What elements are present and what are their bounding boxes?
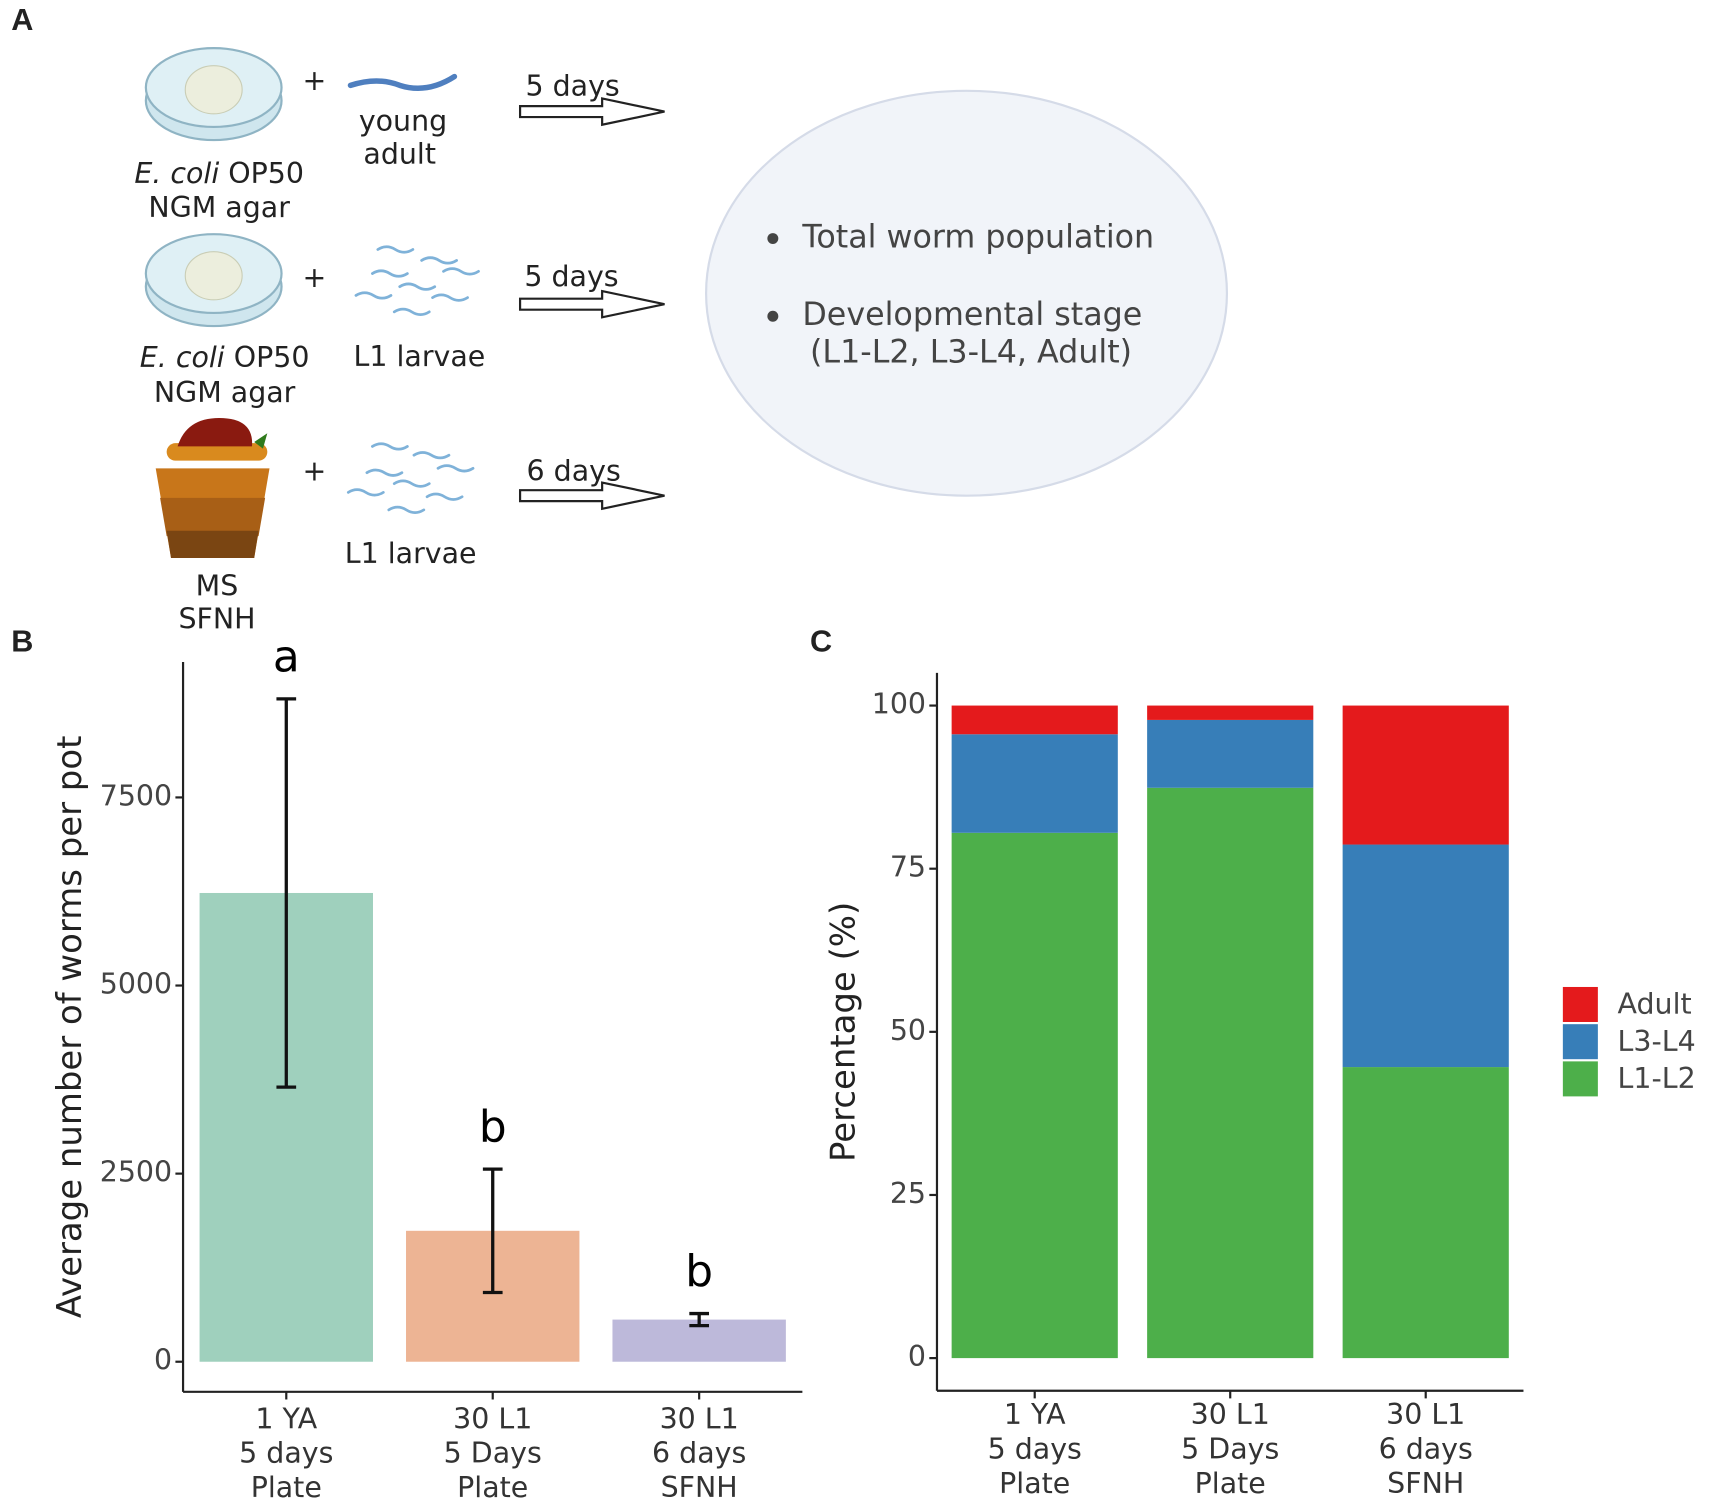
outcome: Developmental stage <box>802 297 1142 333</box>
petri-dish <box>144 47 283 142</box>
outcome-bubble <box>705 89 1229 497</box>
arrow <box>518 97 665 127</box>
organism: adult <box>363 137 436 170</box>
medium-strain: OP50 <box>219 157 304 190</box>
x-tick-label: Plate <box>999 1467 1070 1500</box>
annotation: a <box>273 631 300 682</box>
x-tick-label: 30 L1 <box>453 1402 532 1435</box>
annotation: b <box>685 1246 713 1297</box>
organism: L1 larvae <box>345 537 477 570</box>
x-tick-label: Plate <box>251 1471 322 1504</box>
y-tick-label: 25 <box>890 1177 926 1210</box>
x-tick-label: 5 days <box>239 1437 333 1470</box>
x-tick-label: 1 YA <box>255 1402 317 1435</box>
medium-species: E. coli <box>140 341 225 374</box>
y-tick-label: 7500 <box>100 779 172 812</box>
plus: + <box>302 64 326 97</box>
medium: NGM agar <box>148 191 290 224</box>
medium-strain: OP50 <box>225 341 310 374</box>
x-tick-label: SFNH <box>1387 1467 1464 1500</box>
medium: E. coli OP50 <box>134 157 304 190</box>
bar-segment <box>1147 705 1314 720</box>
duration: 5 days <box>524 260 618 293</box>
y-tick-label: 5000 <box>100 968 172 1001</box>
x-tick-label: 6 days <box>1379 1432 1473 1465</box>
bar-segment <box>951 705 1118 735</box>
y-tick-label: 0 <box>908 1340 926 1373</box>
medium: NGM agar <box>154 376 296 409</box>
bar-segment <box>951 832 1118 1359</box>
petri-dish <box>144 233 283 328</box>
x-tick-label: 30 L1 <box>1386 1398 1465 1431</box>
y-tick-label: 0 <box>154 1344 172 1377</box>
outcome: (L1-L2, L3-L4, Adult) <box>810 334 1132 370</box>
panel-label: C <box>810 624 832 658</box>
y-tick-label: 50 <box>890 1014 926 1047</box>
x-tick-label: 30 L1 <box>660 1402 739 1435</box>
bullet <box>767 310 779 322</box>
y-axis-label: Percentage (%) <box>824 902 863 1162</box>
organism: young <box>359 105 447 138</box>
outcome: Total worm population <box>801 220 1154 256</box>
duration: 5 days <box>525 70 619 103</box>
x-tick-label: 5 days <box>988 1432 1082 1465</box>
larvae <box>346 442 475 514</box>
panel-label: A <box>11 3 33 37</box>
x-tick-label: 5 Days <box>1181 1432 1279 1465</box>
x-tick-label: 5 Days <box>444 1437 542 1470</box>
medium: SFNH <box>178 602 255 635</box>
x-tick-label: SFNH <box>661 1471 738 1504</box>
organism: L1 larvae <box>354 340 486 373</box>
bar-segment <box>951 734 1118 833</box>
y-axis-label: Average number of worms per pot <box>50 736 89 1319</box>
y-tick-label: 100 <box>872 688 926 721</box>
bar-segment <box>1147 787 1314 1359</box>
legend-label: Adult <box>1618 988 1692 1021</box>
bar-segment <box>1342 1067 1509 1359</box>
y-tick-label: 2500 <box>100 1156 172 1189</box>
diagram: + young adult 5 days E. coli OP50 NGM ag… <box>134 47 1229 635</box>
bar-segment <box>1342 844 1509 1068</box>
larvae <box>354 245 480 316</box>
bar-segment <box>1342 705 1509 845</box>
medium-species: E. coli <box>134 157 219 190</box>
legend-label: L1-L2 <box>1618 1062 1696 1095</box>
legend-swatch <box>1562 1024 1598 1060</box>
plus: + <box>302 455 326 488</box>
legend-swatch <box>1562 1061 1598 1097</box>
x-tick-label: Plate <box>457 1471 528 1504</box>
arrow <box>518 289 665 319</box>
annotation: b <box>479 1102 507 1153</box>
x-tick-label: Plate <box>1195 1467 1266 1500</box>
plus: + <box>302 261 326 294</box>
arrow <box>518 481 665 511</box>
panel-label: B <box>11 624 33 658</box>
medium: MS <box>196 570 239 603</box>
soil-cup <box>155 417 270 559</box>
y-tick-label: 75 <box>890 851 926 884</box>
legend-label: L3-L4 <box>1618 1025 1696 1058</box>
bar-segment <box>1147 719 1314 788</box>
bullet <box>767 233 779 245</box>
duration: 6 days <box>527 455 621 488</box>
x-tick-label: 30 L1 <box>1191 1398 1270 1431</box>
x-tick-label: 1 YA <box>1004 1398 1066 1431</box>
medium: E. coli OP50 <box>140 341 310 374</box>
legend-swatch <box>1562 986 1598 1022</box>
x-tick-label: 6 days <box>652 1437 746 1470</box>
worm <box>347 73 458 91</box>
